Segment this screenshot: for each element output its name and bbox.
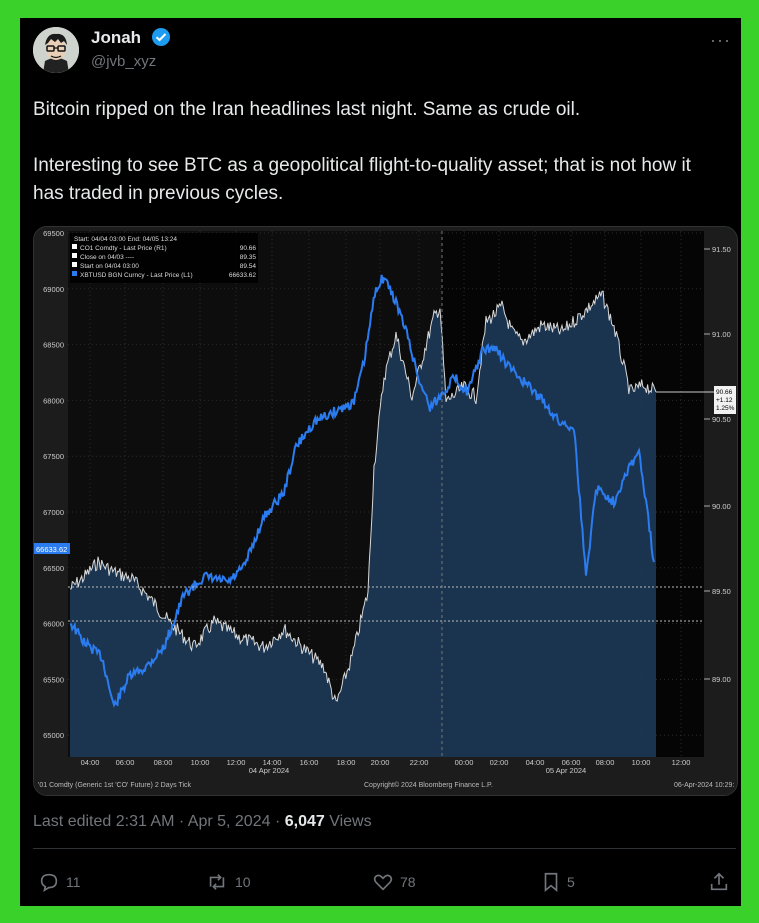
oil-last-value: 1.25%: [716, 405, 735, 412]
left-tick-label: 66500: [43, 564, 64, 573]
reply-button[interactable]: 11: [38, 871, 81, 893]
reply-icon: [40, 873, 58, 892]
right-tick-label: 90.50: [712, 415, 731, 424]
repost-icon: [209, 874, 225, 890]
x-tick-label: 10:00: [632, 758, 651, 767]
tweet-media[interactable]: 69500 69000 68500 68000 67500 67000 66500 66000…: [33, 226, 738, 796]
x-tick-label: 04:00: [526, 758, 545, 767]
views-count: 6,047: [284, 813, 325, 830]
legend-value: 89.54: [240, 263, 257, 270]
share-icon: [710, 872, 728, 891]
share-button[interactable]: [708, 871, 730, 893]
legend-swatch: [72, 253, 77, 258]
verified-badge-icon: [151, 27, 171, 52]
x-tick-label: 14:00: [263, 758, 282, 767]
views-label: Views: [324, 813, 372, 830]
legend-swatch: [72, 244, 77, 249]
legend-label: Start: 04/04 03:00 End: 04/05 13:24: [74, 236, 177, 243]
date-left-label: 04 Apr 2024: [249, 766, 289, 775]
divider: [33, 848, 736, 849]
x-tick-label: 06:00: [116, 758, 135, 767]
avatar[interactable]: [33, 27, 79, 73]
legend-swatch: [72, 271, 77, 276]
x-tick-label: 00:00: [455, 758, 474, 767]
right-tick-label: 91.00: [712, 330, 731, 339]
x-tick-label: 08:00: [154, 758, 173, 767]
tweet-meta: Last edited 2:31 AM · Apr 5, 2024 · 6,04…: [33, 813, 372, 831]
x-tick-label: 10:00: [191, 758, 210, 767]
more-options-icon[interactable]: ···: [710, 30, 731, 50]
tweet-text-line1: Bitcoin ripped on the Iran headlines las…: [33, 99, 581, 120]
left-tick-label: 68000: [43, 396, 64, 405]
bloomberg-chart: 69500 69000 68500 68000 67500 67000 66500 66000…: [34, 227, 737, 795]
btc-last-price-label: 66633.62: [36, 545, 67, 554]
like-count: 78: [400, 874, 416, 890]
right-tick-label: 91.50: [712, 245, 731, 254]
oil-last-value: 90.66: [716, 389, 733, 396]
x-tick-label: 22:00: [410, 758, 429, 767]
oil-last-value: +1.12: [716, 397, 733, 404]
legend-swatch: [72, 262, 77, 267]
left-tick-label: 68500: [43, 341, 64, 350]
right-tick-label: 89.00: [712, 675, 731, 684]
right-tick-label: 89.50: [712, 587, 731, 596]
left-tick-label: 67500: [43, 452, 64, 461]
x-tick-label: 04:00: [81, 758, 100, 767]
heart-icon: [373, 874, 393, 891]
legend-label: Start on 04/04 03:00: [80, 263, 139, 270]
bookmark-button[interactable]: 5: [541, 871, 575, 893]
legend-value: 90.66: [240, 245, 257, 252]
x-tick-label: 12:00: [227, 758, 246, 767]
x-tick-label: 12:00: [672, 758, 691, 767]
tweet-text-line2: Interesting to see BTC as a geopolitical…: [33, 155, 691, 204]
left-tick-label: 69500: [43, 229, 64, 238]
x-tick-label: 18:00: [337, 758, 356, 767]
x-tick-label: 16:00: [300, 758, 319, 767]
author-handle[interactable]: @jvb_xyz: [91, 53, 157, 70]
legend-value: 66633.62: [229, 272, 256, 279]
chart-footer-center: Copyright© 2024 Bloomberg Finance L.P.: [364, 781, 493, 789]
left-tick-label: 65500: [43, 675, 64, 684]
repost-button[interactable]: 10: [205, 871, 251, 893]
left-tick-label: 69000: [43, 285, 64, 294]
chart-footer-left: '01 Comdty (Generic 1st 'CO' Future) 2 D…: [38, 782, 191, 789]
chart-footer-right: 06-Apr-2024 10:29:: [674, 782, 734, 789]
x-tick-label: 08:00: [596, 758, 615, 767]
x-tick-label: 20:00: [371, 758, 390, 767]
x-tick-label: 02:00: [490, 758, 509, 767]
legend-label: XBTUSD BGN Curncy - Last Price (L1): [80, 272, 193, 279]
legend-label: CO1 Comdty - Last Price (R1): [80, 245, 167, 252]
bookmark-icon: [544, 872, 558, 893]
like-button[interactable]: 78: [372, 871, 416, 893]
author-name[interactable]: Jonah: [91, 28, 142, 47]
right-tick-label: 90.00: [712, 502, 731, 511]
edited-timestamp[interactable]: Last edited 2:31 AM · Apr 5, 2024 ·: [33, 813, 285, 830]
left-tick-label: 66000: [43, 620, 64, 629]
tweet-card: Jonah @jvb_xyz ··· Bitcoin ripped on the…: [20, 18, 741, 906]
legend-value: 89.35: [240, 254, 257, 261]
left-tick-label: 67000: [43, 508, 64, 517]
bookmark-count: 5: [567, 874, 575, 890]
repost-count: 10: [235, 874, 251, 890]
reply-count: 11: [66, 874, 81, 890]
left-tick-label: 65000: [43, 731, 64, 740]
x-tick-label: 06:00: [562, 758, 581, 767]
date-right-label: 05 Apr 2024: [546, 766, 586, 775]
legend-label: Close on 04/03 ----: [80, 254, 134, 261]
